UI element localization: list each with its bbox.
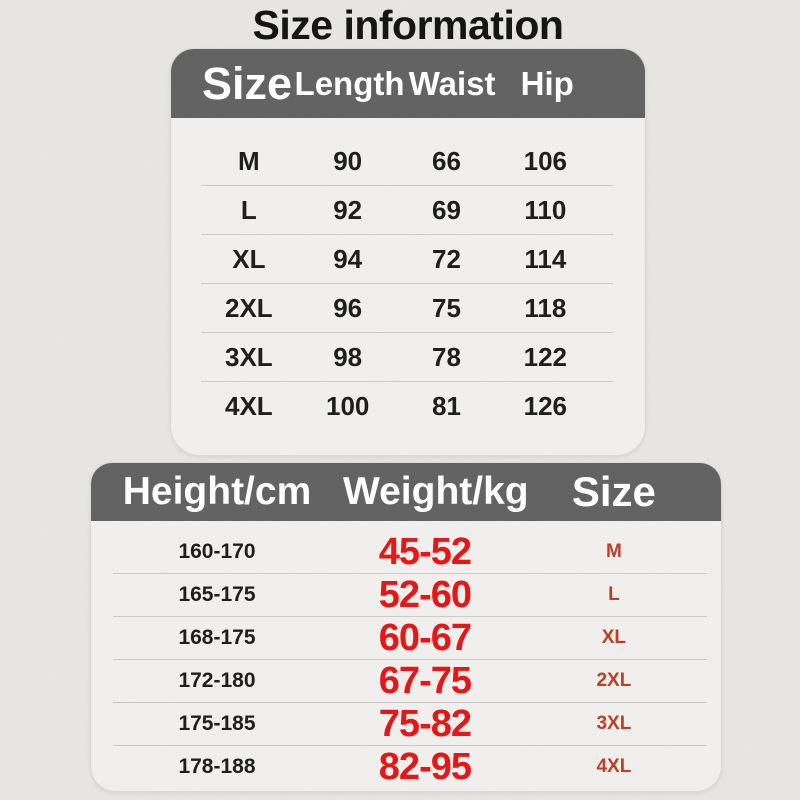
size-value: 3XL (225, 341, 273, 372)
hip-value: 114 (524, 243, 567, 274)
size-value: XL (601, 627, 627, 648)
length-value: 98 (333, 341, 363, 372)
weight-range: 45-52 (378, 530, 472, 573)
page-title: Size information (252, 2, 564, 48)
weight-range: 52-60 (378, 573, 472, 616)
waist-value: 78 (432, 341, 461, 372)
length-value: 92 (333, 194, 363, 225)
table-row: 3XL 98 78 122 (171, 333, 645, 381)
table-row: 165-175 52-60 L (91, 574, 721, 616)
height-range: 178-188 (178, 755, 256, 778)
column-header-size: Size (571, 468, 656, 515)
column-header-hip: Hip (520, 64, 574, 102)
hip-value: 106 (523, 145, 568, 176)
length-value: 90 (333, 145, 363, 176)
size-value: 2XL (225, 292, 273, 323)
size-value: 4XL (225, 390, 273, 421)
size-value: XL (232, 243, 266, 274)
table-row: 172-180 67-75 2XL (91, 660, 721, 702)
hip-value: 126 (523, 390, 568, 421)
size-value: 2XL (596, 670, 632, 691)
waist-value: 72 (432, 243, 461, 274)
height-range: 168-175 (178, 626, 256, 649)
table-row: 168-175 60-67 XL (91, 617, 721, 659)
length-value: 94 (333, 243, 363, 274)
size-value: M (605, 541, 622, 562)
height-range: 165-175 (178, 583, 256, 606)
height-weight-table-header: Height/cm Weight/kg Size (91, 463, 721, 521)
weight-range: 75-82 (378, 702, 472, 745)
length-value: 100 (325, 390, 370, 421)
size-value: M (238, 145, 260, 176)
weight-range: 60-67 (378, 616, 472, 659)
column-header-height: Height/cm (122, 470, 312, 513)
table-row: XL 94 72 114 (171, 235, 645, 283)
height-weight-table-body: 160-170 45-52 M 165-175 52-60 L 168-175 … (91, 521, 721, 788)
hip-value: 110 (524, 194, 567, 225)
table-row: 175-185 75-82 3XL (91, 703, 721, 745)
height-weight-table: Height/cm Weight/kg Size 160-170 45-52 M… (90, 462, 722, 792)
column-header-waist: Waist (408, 64, 496, 102)
column-header-size: Size (201, 57, 293, 109)
hip-value: 122 (523, 341, 568, 372)
size-value: 4XL (596, 756, 632, 777)
waist-value: 75 (432, 292, 461, 323)
table-row: 2XL 96 75 118 (171, 284, 645, 332)
weight-range: 82-95 (378, 745, 472, 788)
weight-range: 67-75 (378, 659, 472, 702)
garment-size-table: Size Length Waist Hip M 90 66 106 L 92 6… (170, 48, 646, 456)
waist-value: 66 (432, 145, 461, 176)
size-value: L (608, 584, 620, 605)
waist-value: 69 (432, 194, 461, 225)
height-range: 160-170 (178, 540, 256, 563)
column-header-length: Length (294, 64, 405, 102)
length-value: 96 (333, 292, 363, 323)
table-row: 178-188 82-95 4XL (91, 746, 721, 788)
table-row: M 90 66 106 (171, 137, 645, 185)
table-row: L 92 69 110 (171, 186, 645, 234)
size-value: L (240, 194, 257, 225)
hip-value: 118 (524, 292, 567, 323)
waist-value: 81 (432, 390, 461, 421)
column-header-weight: Weight/kg (343, 470, 529, 513)
table-row: 160-170 45-52 M (91, 531, 721, 573)
height-range: 175-185 (178, 712, 256, 735)
garment-size-table-header: Size Length Waist Hip (171, 49, 645, 118)
garment-size-table-body: M 90 66 106 L 92 69 110 XL 94 72 114 2XL… (171, 118, 645, 430)
height-range: 172-180 (178, 669, 256, 692)
table-row: 4XL 100 81 126 (171, 382, 645, 430)
size-value: 3XL (596, 713, 632, 734)
